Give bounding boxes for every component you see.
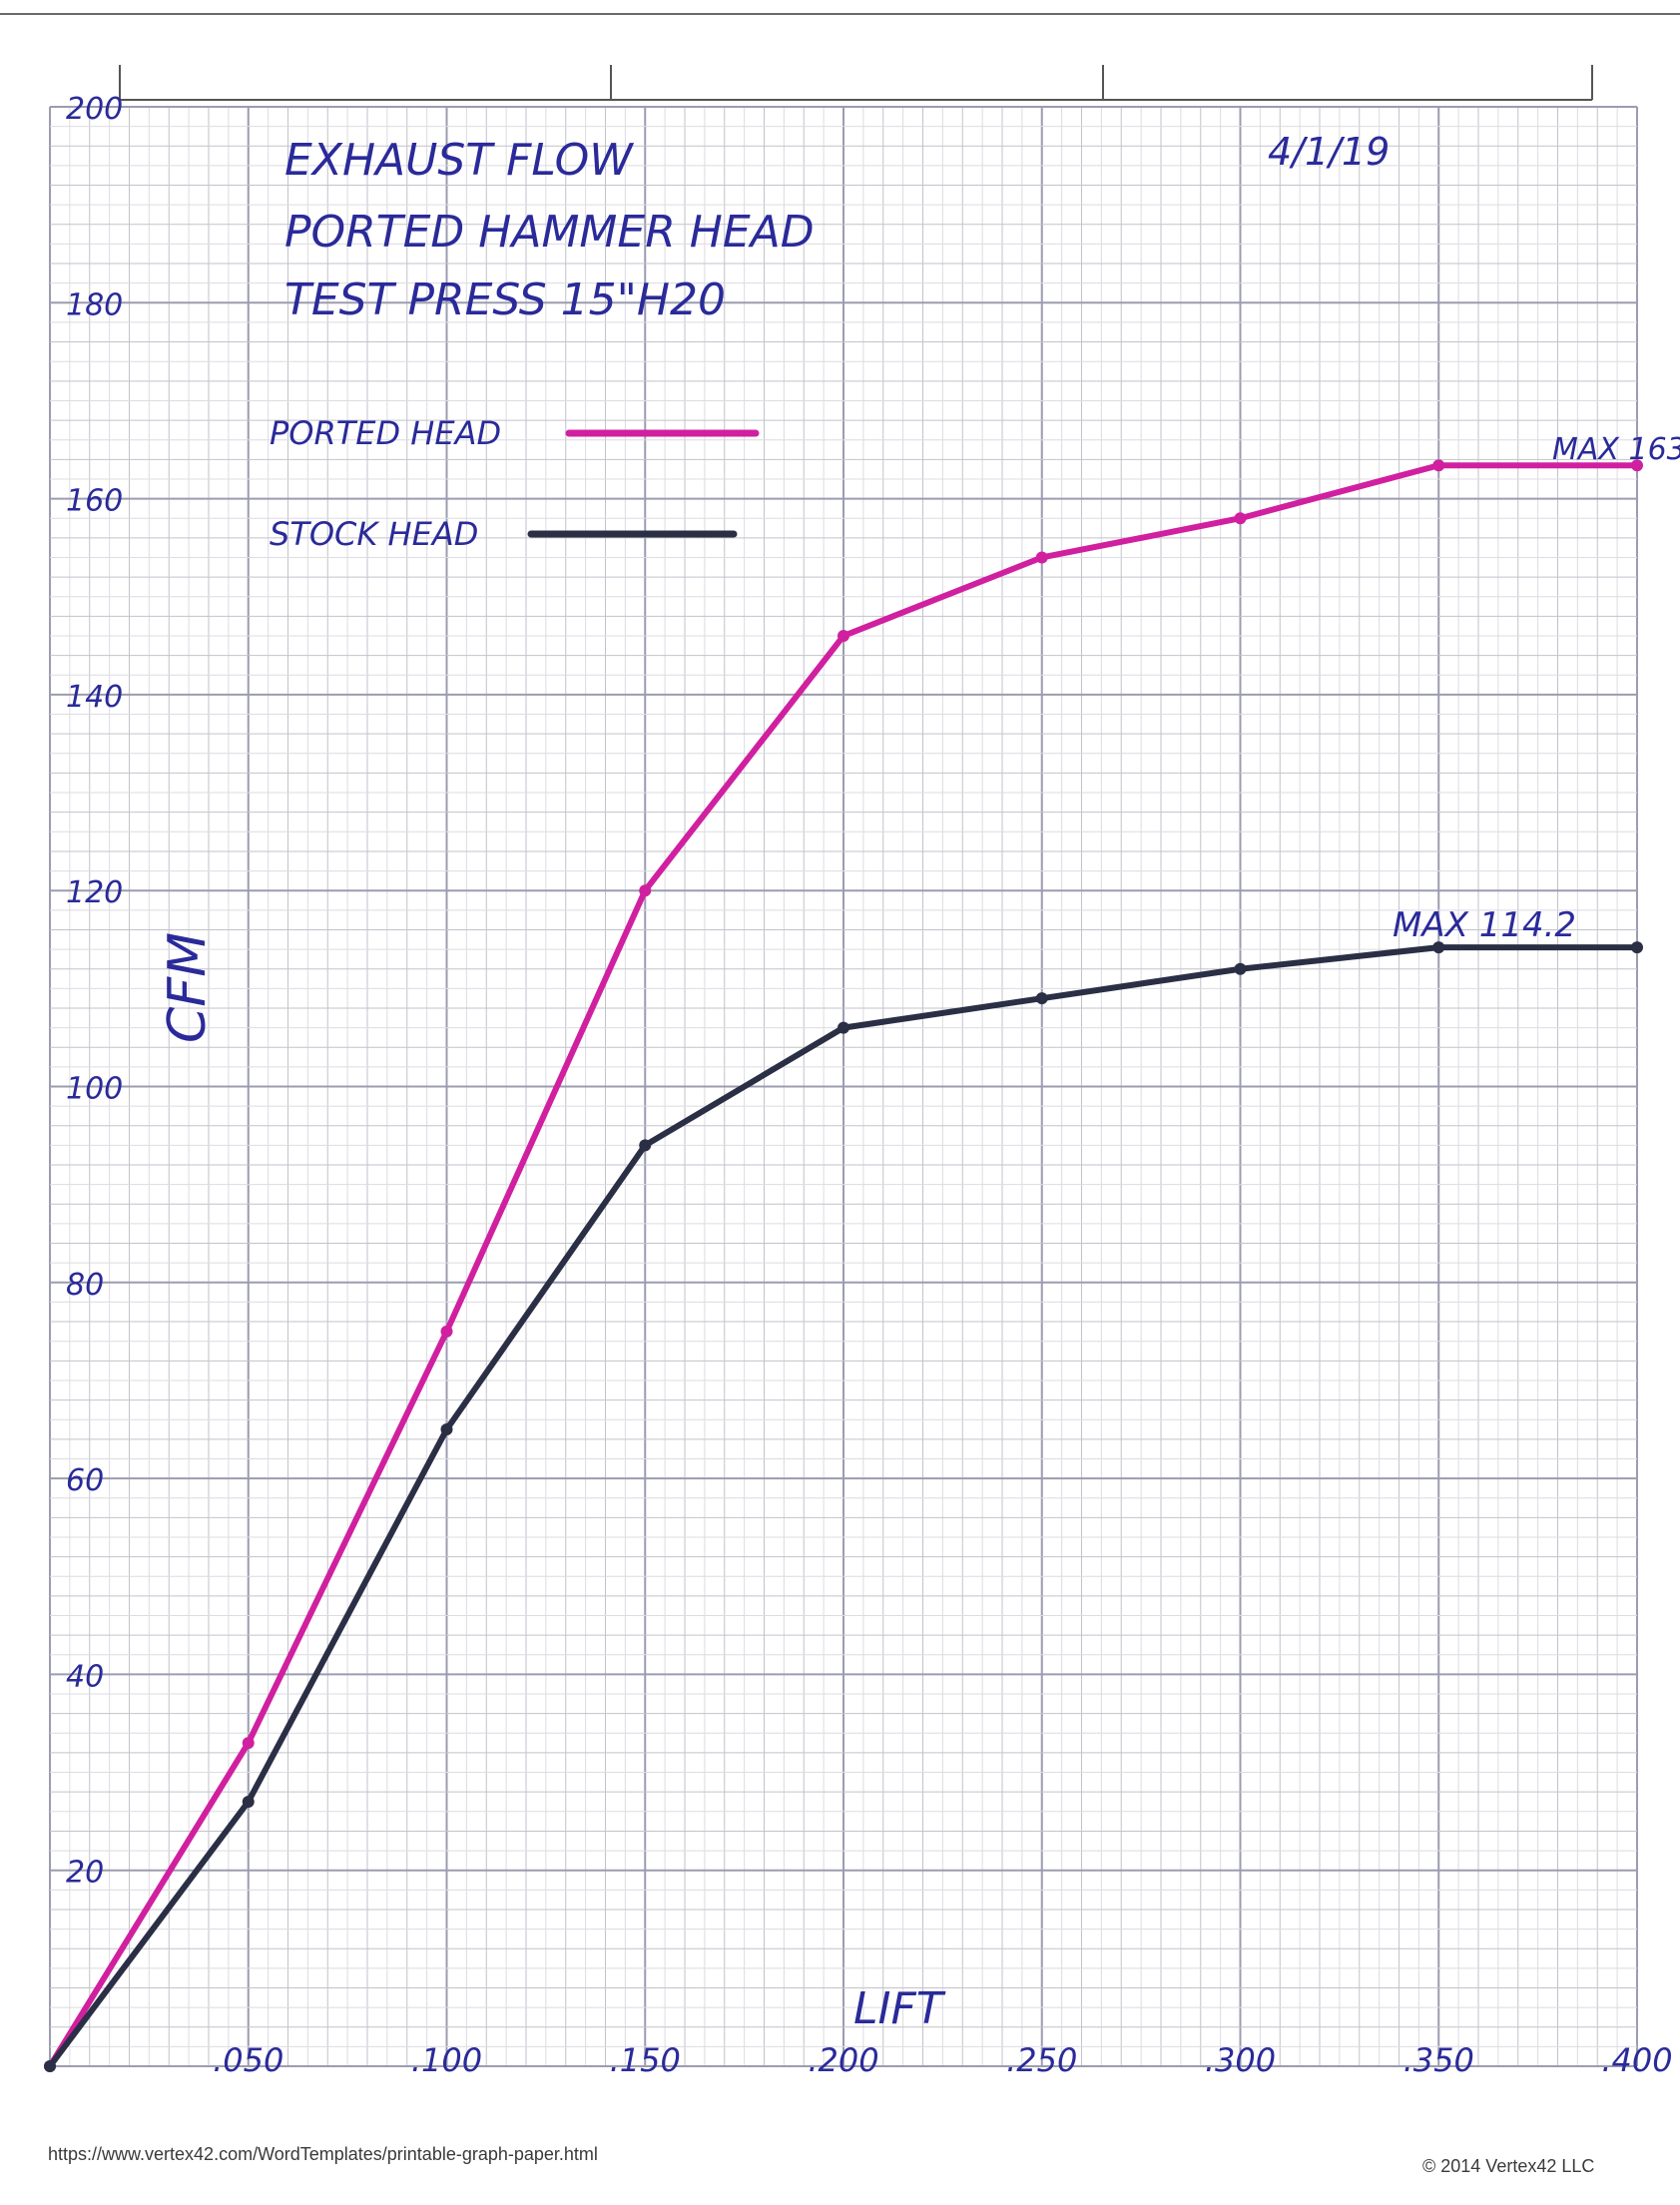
y-tick-label: 100: [66, 1072, 123, 1107]
data-point-ported: [1035, 551, 1048, 564]
x-tick-label: .250: [1006, 2041, 1077, 2079]
y-tick-label: 180: [66, 287, 123, 322]
data-point-ported: [1234, 512, 1247, 525]
x-axis-label: LIFT: [853, 1983, 946, 2034]
data-point-stock: [838, 1021, 849, 1034]
data-point-ported: [440, 1325, 453, 1338]
y-tick-label: 80: [66, 1268, 104, 1303]
series-layer: [44, 459, 1643, 2072]
y-tick-label: 120: [66, 875, 123, 910]
y-tick-label: 20: [66, 1856, 104, 1891]
annotation-max-ported: MAX 163.4: [1552, 432, 1680, 467]
data-point-stock: [1234, 962, 1247, 975]
footer-url: https://www.vertex42.com/WordTemplates/p…: [48, 2144, 598, 2164]
chart-title-line-1: EXHAUST FLOW: [284, 135, 634, 186]
y-tick-label: 160: [66, 484, 123, 519]
x-tick-label: .200: [808, 2041, 878, 2079]
chart-title-line-2: PORTED HAMMER HEAD: [284, 207, 815, 258]
y-tick-label: 40: [66, 1659, 104, 1694]
y-tick-label: 200: [66, 92, 123, 127]
data-point-stock: [242, 1795, 255, 1808]
data-point-stock: [1631, 941, 1643, 954]
x-tick-label: .100: [411, 2041, 482, 2079]
legend-label-stock: STOCK HEAD: [270, 515, 478, 553]
y-tick-label: 60: [66, 1463, 104, 1498]
data-point-ported: [838, 630, 849, 643]
data-point-stock: [1432, 941, 1445, 954]
data-point-ported: [242, 1737, 255, 1750]
data-point-ported: [1432, 459, 1445, 472]
data-point-stock: [440, 1423, 453, 1436]
y-tick-label: 140: [66, 680, 123, 715]
chart-title-line-3: TEST PRESS 15"H20: [284, 275, 726, 325]
data-point-stock: [44, 2060, 56, 2072]
data-point-ported: [639, 884, 652, 897]
page-top-rule: [0, 13, 1680, 15]
data-point-stock: [639, 1139, 652, 1152]
annotation-max-stock: MAX 114.2: [1393, 905, 1576, 945]
data-point-stock: [1035, 992, 1048, 1005]
footer-copyright: © 2014 Vertex42 LLC: [1422, 2156, 1595, 2176]
grid: [49, 106, 1638, 2067]
ticks: 20 40 60 80 100 120 140 160 180 200 .050 .100 .150 .2…: [66, 65, 1673, 2079]
data-point-ported: [1631, 459, 1643, 472]
x-tick-label: .150: [610, 2041, 681, 2079]
chart-date: 4/1/19: [1268, 130, 1390, 174]
y-axis-label: CFM: [158, 932, 218, 1043]
x-tick-label: .050: [213, 2041, 283, 2079]
x-tick-label: .350: [1403, 2041, 1474, 2079]
legend-label-ported: PORTED HEAD: [270, 414, 501, 452]
x-tick-label: .400: [1601, 2041, 1672, 2079]
x-tick-label: .300: [1205, 2041, 1276, 2079]
